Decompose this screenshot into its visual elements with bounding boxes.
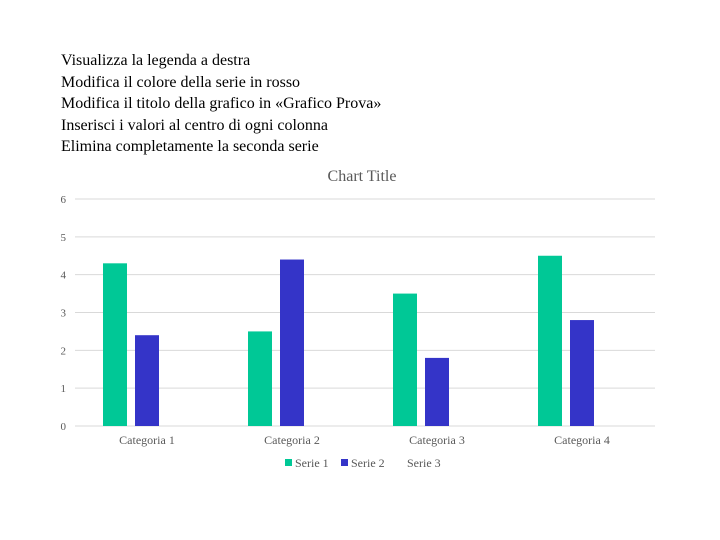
instruction-line: Modifica il colore della serie in rosso: [61, 73, 301, 91]
legend-swatch: [341, 459, 348, 466]
bar-serie-1: [103, 263, 127, 426]
y-tick-label: 5: [61, 232, 67, 244]
gridlines: [75, 198, 655, 427]
instruction-line: Modifica il titolo della grafico in «Gra…: [61, 95, 382, 112]
legend-swatch: [397, 459, 404, 466]
bar-serie-1: [393, 293, 417, 426]
instructions-list: Visualizza la legenda a destra Modifica …: [61, 50, 381, 158]
bar-serie-2: [425, 357, 449, 426]
y-tick-label: 1: [61, 383, 67, 395]
chart-title: Chart Title: [328, 168, 397, 185]
legend-swatch: [285, 459, 292, 466]
instruction-line: Inserisci i valori al centro di ogni col…: [61, 116, 329, 134]
legend-label: Serie 1: [295, 456, 329, 470]
legend-label: Serie 2: [351, 456, 385, 470]
bar-serie-1: [538, 255, 562, 426]
y-tick-label: 3: [61, 308, 67, 320]
y-tick-label: 0: [61, 421, 67, 433]
y-tick-label: 2: [61, 345, 67, 357]
instruction-line: Visualizza la legenda a destra: [61, 52, 251, 69]
x-tick-label: Categoria 3: [409, 433, 465, 447]
legend-label: Serie 3: [407, 456, 441, 470]
y-tick-label: 4: [61, 270, 67, 282]
bar-serie-2: [280, 259, 304, 426]
x-tick-label: Categoria 1: [119, 433, 175, 447]
y-tick-label: 6: [61, 194, 67, 206]
bar-serie-2: [570, 320, 594, 426]
legend: Serie 1 Serie 2 Serie 3: [285, 456, 441, 470]
bar-serie-1: [248, 331, 272, 426]
bars: [103, 255, 594, 426]
bar-serie-2: [135, 335, 159, 426]
x-tick-label: Categoria 2: [264, 433, 320, 447]
x-axis-ticks: Categoria 1 Categoria 2 Categoria 3 Categor…: [119, 433, 610, 447]
instruction-line: Elimina completamente la seconda serie: [61, 138, 319, 155]
x-tick-label: Categoria 4: [554, 433, 610, 447]
y-axis-ticks: 0 1 2 3 4 5 6: [61, 194, 67, 433]
